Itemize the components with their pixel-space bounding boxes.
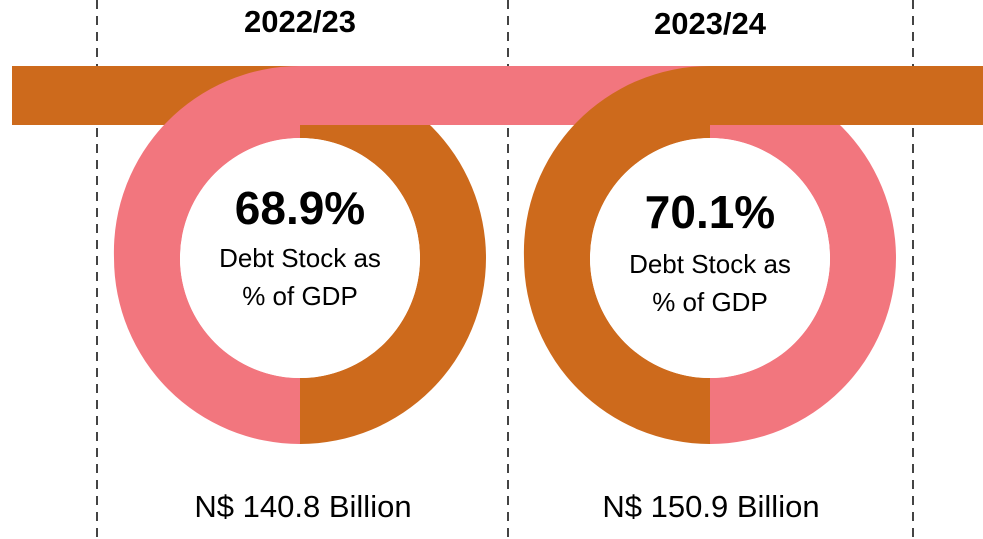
ring-join [523, 65, 710, 259]
amount: N$ 140.8 Billion [194, 489, 411, 524]
ring-join [113, 65, 301, 259]
year-label: 2022/23 [244, 4, 356, 39]
amount: N$ 150.9 Billion [602, 489, 819, 524]
label-line: % of GDP [242, 281, 358, 311]
ring-center [180, 138, 420, 378]
band [710, 66, 983, 125]
ring-half [300, 72, 486, 444]
year-label: 2023/24 [654, 6, 767, 41]
ring-half [710, 72, 896, 444]
ring-center [590, 138, 830, 378]
dividers [96, 0, 914, 539]
label-line: % of GDP [652, 287, 768, 317]
percent: 70.1% [645, 186, 775, 238]
label-line: Debt Stock as [219, 243, 381, 273]
label-line: Debt Stock as [629, 249, 791, 279]
percent: 68.9% [235, 182, 365, 234]
